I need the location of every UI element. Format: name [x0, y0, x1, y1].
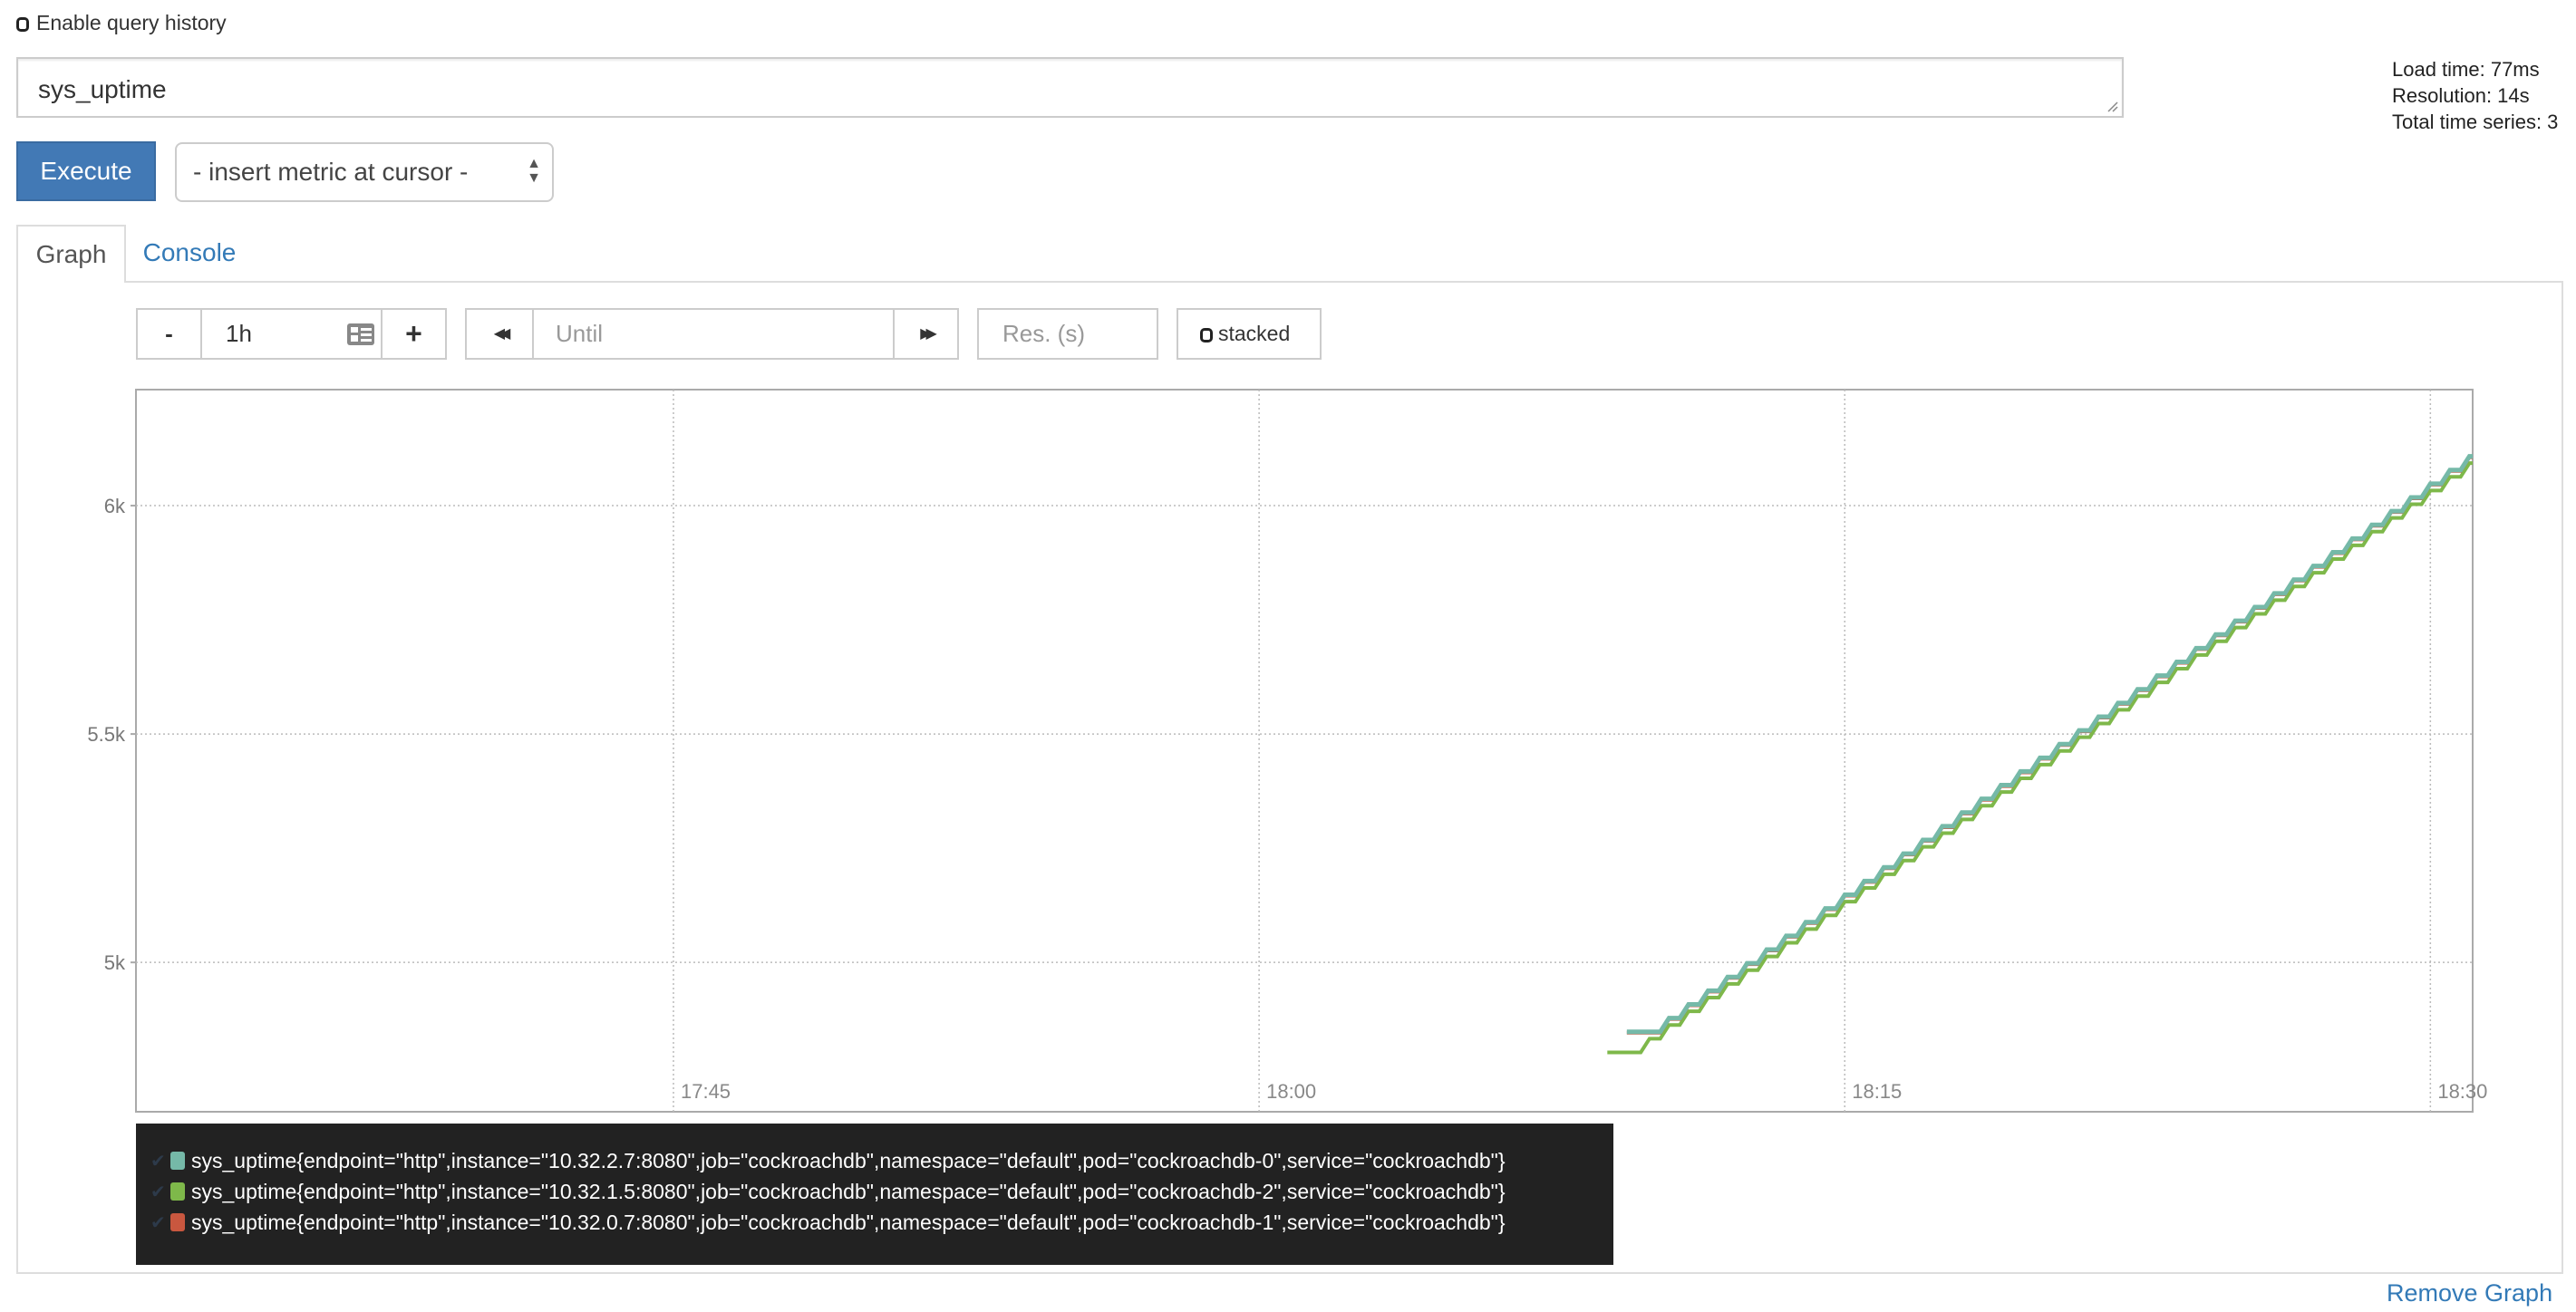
check-icon[interactable]: ✔: [150, 1151, 166, 1172]
enable-query-history-checkbox[interactable]: Enable query history: [16, 11, 227, 35]
checkbox-icon[interactable]: [1200, 327, 1213, 342]
stacked-label: stacked: [1218, 322, 1291, 345]
series-swatch: [170, 1152, 185, 1170]
x-tick-label: 17:45: [681, 1080, 731, 1103]
y-tick-label: 6k: [104, 495, 126, 517]
time-forward-button[interactable]: ▶▶: [893, 308, 959, 360]
remove-graph-link[interactable]: Remove Graph: [2387, 1279, 2553, 1307]
series-line: [1626, 454, 2473, 1035]
range-value: 1h: [226, 320, 252, 347]
load-time: Load time: 77ms: [2392, 58, 2540, 81]
checkbox-icon[interactable]: [16, 16, 29, 32]
calendar-icon[interactable]: [346, 323, 375, 346]
select-arrows-icon: ▲ ▼: [527, 156, 541, 186]
range-decrease-button[interactable]: -: [136, 308, 202, 360]
until-input[interactable]: Until: [532, 308, 895, 360]
resize-handle-icon[interactable]: [2106, 100, 2118, 112]
check-icon[interactable]: ✔: [150, 1212, 166, 1233]
stacked-toggle[interactable]: stacked: [1177, 308, 1322, 360]
series-line: [1626, 455, 2473, 1035]
chart-legend: ✔ sys_uptime{endpoint="http",instance="10…: [136, 1124, 1613, 1265]
series-label: sys_uptime{endpoint="http",instance="10.…: [191, 1179, 1506, 1203]
legend-item[interactable]: ✔ sys_uptime{endpoint="http",instance="10…: [150, 1145, 1599, 1176]
x-tick-label: 18:30: [2437, 1080, 2487, 1103]
series-line: [1607, 461, 2473, 1055]
range-increase-button[interactable]: +: [381, 308, 447, 360]
total-time-series: Total time series: 3: [2392, 111, 2559, 133]
x-tick-label: 18:00: [1266, 1080, 1316, 1103]
tab-console[interactable]: Console: [142, 238, 237, 266]
range-input[interactable]: 1h: [200, 308, 383, 360]
resolution-input[interactable]: Res. (s): [977, 308, 1158, 360]
series-swatch: [170, 1213, 185, 1231]
graph-panel: [16, 281, 2563, 1274]
tab-graph[interactable]: Graph: [16, 225, 126, 283]
query-text: sys_uptime: [38, 75, 167, 103]
query-stats: Load time: 77ms Resolution: 14s Total ti…: [2392, 56, 2558, 135]
legend-item[interactable]: ✔ sys_uptime{endpoint="http",instance="10…: [150, 1207, 1599, 1238]
query-input[interactable]: sys_uptime: [16, 57, 2124, 118]
y-tick-label: 5.5k: [87, 723, 126, 746]
insert-metric-select[interactable]: - insert metric at cursor - ▲ ▼: [175, 142, 554, 202]
execute-button[interactable]: Execute: [16, 141, 156, 201]
check-icon[interactable]: ✔: [150, 1182, 166, 1202]
x-tick-label: 18:15: [1852, 1080, 1902, 1103]
series-swatch: [170, 1182, 185, 1201]
series-label: sys_uptime{endpoint="http",instance="10.…: [191, 1148, 1506, 1172]
y-tick-label: 5k: [104, 951, 126, 974]
series-label: sys_uptime{endpoint="http",instance="10.…: [191, 1210, 1506, 1234]
enable-query-history-label: Enable query history: [36, 11, 227, 34]
resolution: Resolution: 14s: [2392, 84, 2530, 107]
insert-metric-select-value: - insert metric at cursor -: [193, 158, 469, 186]
legend-item[interactable]: ✔ sys_uptime{endpoint="http",instance="10…: [150, 1176, 1599, 1207]
plot-frame: [135, 389, 2474, 1113]
